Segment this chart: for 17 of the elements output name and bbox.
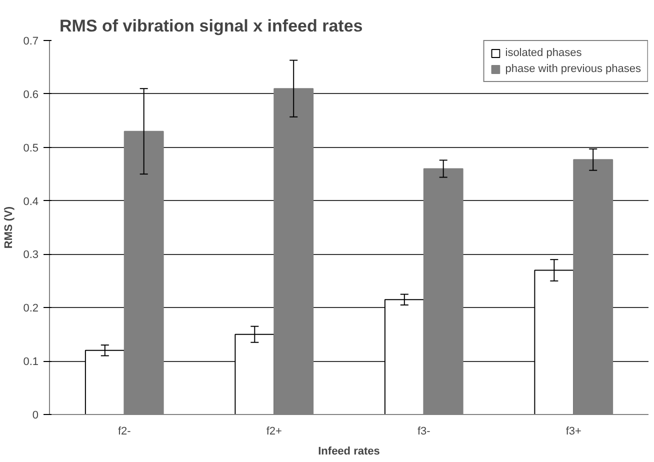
x-tick-label: f3+ (566, 426, 582, 438)
y-tick-label: 0.5 (23, 142, 39, 154)
y-tick-label: 0.6 (23, 88, 39, 101)
y-tick-label: 0.3 (23, 249, 39, 262)
y-tick-label: 0.7 (23, 36, 39, 48)
y-tick-label: 0 (32, 410, 39, 422)
legend-label: phase with previous phases (505, 63, 641, 75)
y-tick-label: 0.1 (23, 356, 39, 368)
x-axis-title: Infeed rates (318, 446, 380, 458)
y-tick-label: 0.2 (23, 302, 39, 315)
chart-title: RMS of vibration signal x infeed rates (60, 16, 363, 36)
x-tick-label: f3- (417, 426, 431, 438)
y-tick-label: 0.4 (23, 196, 39, 208)
x-tick-label: f2- (118, 426, 132, 438)
y-axis-title: RMS (V) (3, 206, 16, 249)
legend-label: isolated phases (505, 47, 582, 59)
x-tick-label: f2+ (266, 426, 282, 438)
